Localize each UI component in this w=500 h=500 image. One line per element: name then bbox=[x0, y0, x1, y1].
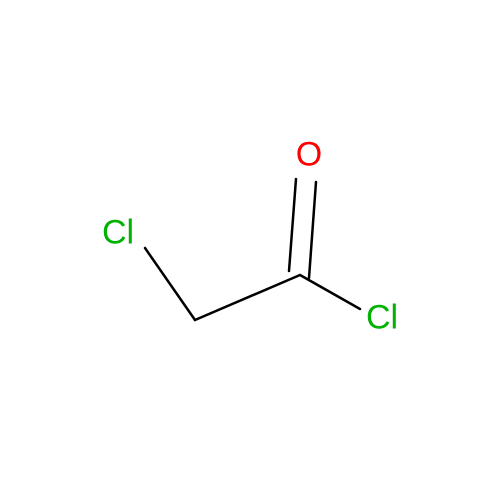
bond-layer bbox=[0, 0, 500, 500]
atom-oxygen: O bbox=[296, 136, 322, 175]
bond-line bbox=[300, 275, 360, 309]
bond-line bbox=[145, 248, 195, 320]
bond-line bbox=[289, 179, 296, 271]
atom-chlorine-left: Cl bbox=[102, 214, 134, 253]
molecule-canvas: O Cl Cl bbox=[0, 0, 500, 500]
bond-line bbox=[309, 182, 316, 278]
bond-line bbox=[195, 275, 300, 320]
atom-chlorine-right: Cl bbox=[366, 299, 398, 338]
